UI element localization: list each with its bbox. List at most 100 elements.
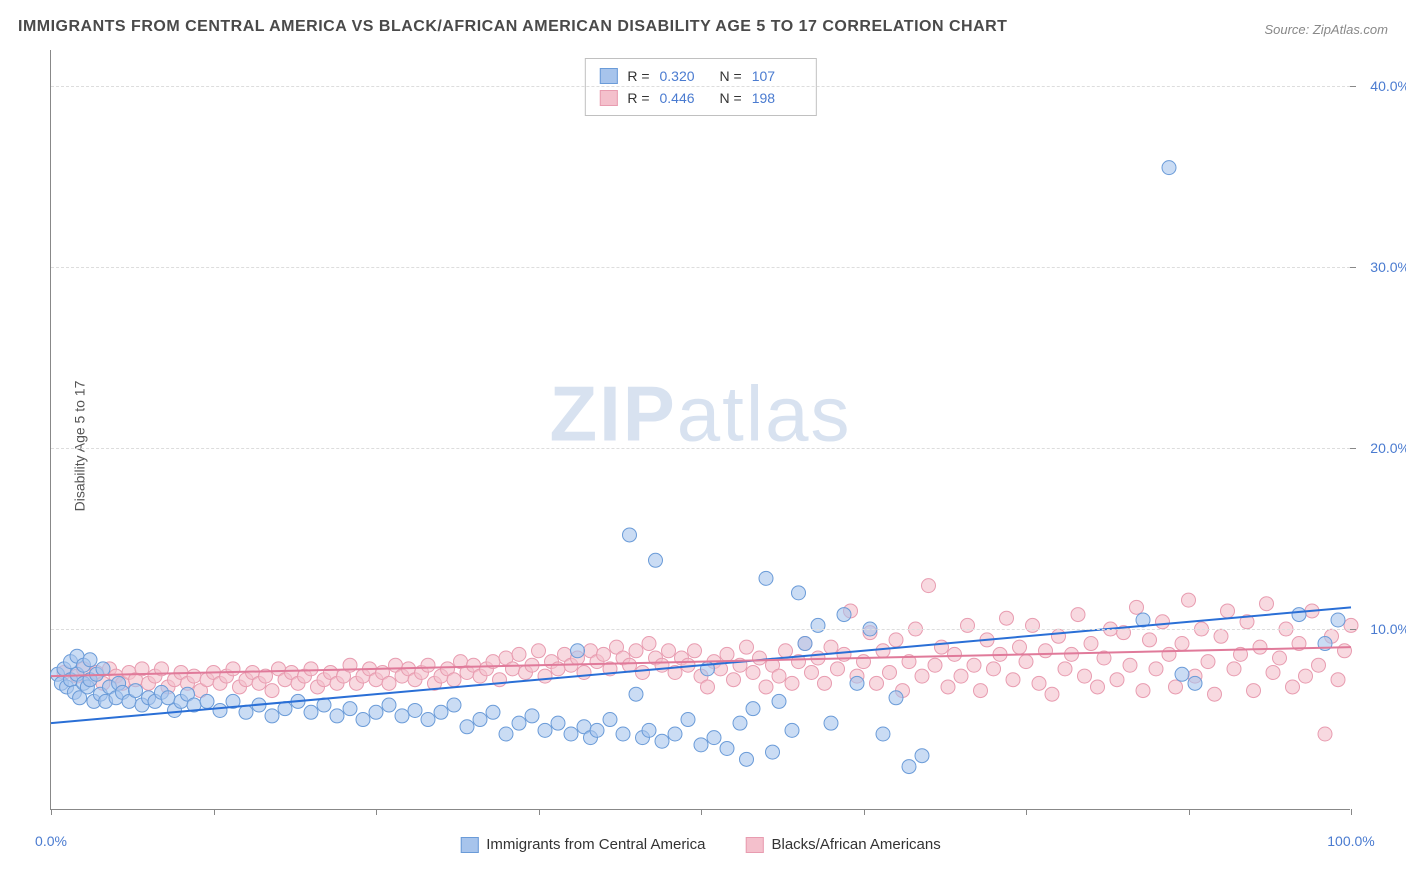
scatter-point bbox=[623, 528, 637, 542]
scatter-point bbox=[538, 723, 552, 737]
x-tick-label: 0.0% bbox=[35, 833, 67, 849]
scatter-point bbox=[83, 653, 97, 667]
scatter-point bbox=[759, 571, 773, 585]
x-tick-mark bbox=[864, 809, 865, 815]
scatter-point bbox=[928, 658, 942, 672]
scatter-point bbox=[876, 727, 890, 741]
scatter-point bbox=[655, 734, 669, 748]
scatter-point bbox=[818, 676, 832, 690]
scatter-point bbox=[382, 676, 396, 690]
scatter-point bbox=[512, 647, 526, 661]
scatter-point bbox=[616, 727, 630, 741]
y-tick-label: 30.0% bbox=[1370, 259, 1406, 275]
scatter-point bbox=[1221, 604, 1235, 618]
scatter-point bbox=[1286, 680, 1300, 694]
legend-item-s2: Blacks/African Americans bbox=[746, 836, 941, 853]
scatter-point bbox=[1299, 669, 1313, 683]
scatter-point bbox=[889, 633, 903, 647]
scatter-point bbox=[746, 702, 760, 716]
scatter-point bbox=[954, 669, 968, 683]
scatter-point bbox=[772, 694, 786, 708]
x-tick-mark bbox=[539, 809, 540, 815]
scatter-point bbox=[538, 669, 552, 683]
y-tick-mark bbox=[1350, 448, 1356, 449]
scatter-point bbox=[1045, 687, 1059, 701]
source-prefix: Source: bbox=[1264, 22, 1312, 37]
scatter-point bbox=[499, 727, 513, 741]
scatter-point bbox=[525, 709, 539, 723]
y-tick-mark bbox=[1350, 86, 1356, 87]
scatter-point bbox=[681, 713, 695, 727]
scatter-point bbox=[473, 713, 487, 727]
scatter-point bbox=[1227, 662, 1241, 676]
scatter-point bbox=[1091, 680, 1105, 694]
scatter-point bbox=[1338, 644, 1352, 658]
gridline bbox=[51, 86, 1350, 87]
scatter-point bbox=[577, 665, 591, 679]
x-tick-mark bbox=[214, 809, 215, 815]
scatter-point bbox=[408, 703, 422, 717]
scatter-point bbox=[1039, 644, 1053, 658]
scatter-point bbox=[486, 705, 500, 719]
scatter-point bbox=[1214, 629, 1228, 643]
scatter-point bbox=[1175, 667, 1189, 681]
scatter-point bbox=[642, 723, 656, 737]
scatter-point bbox=[1110, 673, 1124, 687]
scatter-point bbox=[850, 676, 864, 690]
scatter-point bbox=[740, 752, 754, 766]
scatter-point bbox=[1078, 669, 1092, 683]
scatter-point bbox=[532, 644, 546, 658]
y-tick-label: 20.0% bbox=[1370, 440, 1406, 456]
scatter-point bbox=[1123, 658, 1137, 672]
scatter-point bbox=[96, 662, 110, 676]
scatter-point bbox=[395, 709, 409, 723]
legend-item-s1: Immigrants from Central America bbox=[460, 836, 705, 853]
scatter-point bbox=[948, 647, 962, 661]
swatch-s2-bottom bbox=[746, 837, 764, 853]
scatter-point bbox=[1162, 647, 1176, 661]
scatter-point bbox=[597, 647, 611, 661]
scatter-point bbox=[603, 713, 617, 727]
scatter-point bbox=[343, 702, 357, 716]
scatter-point bbox=[636, 665, 650, 679]
gridline bbox=[51, 267, 1350, 268]
scatter-point bbox=[447, 698, 461, 712]
scatter-point bbox=[1208, 687, 1222, 701]
scatter-point bbox=[688, 644, 702, 658]
scatter-point bbox=[421, 713, 435, 727]
scatter-point bbox=[1201, 655, 1215, 669]
scatter-point bbox=[304, 662, 318, 676]
scatter-point bbox=[265, 684, 279, 698]
scatter-point bbox=[1013, 640, 1027, 654]
scatter-point bbox=[356, 713, 370, 727]
scatter-point bbox=[824, 716, 838, 730]
x-tick-mark bbox=[51, 809, 52, 815]
scatter-point bbox=[187, 669, 201, 683]
scatter-point bbox=[792, 586, 806, 600]
scatter-point bbox=[987, 662, 1001, 676]
scatter-point bbox=[694, 738, 708, 752]
scatter-point bbox=[701, 680, 715, 694]
scatter-point bbox=[824, 640, 838, 654]
scatter-point bbox=[330, 709, 344, 723]
scatter-point bbox=[759, 680, 773, 694]
scatter-point bbox=[766, 745, 780, 759]
scatter-point bbox=[1084, 637, 1098, 651]
scatter-point bbox=[941, 680, 955, 694]
scatter-point bbox=[239, 705, 253, 719]
legend-s2-label: Blacks/African Americans bbox=[772, 836, 941, 853]
scatter-point bbox=[798, 637, 812, 651]
scatter-point bbox=[382, 698, 396, 712]
scatter-point bbox=[1026, 618, 1040, 632]
scatter-point bbox=[649, 553, 663, 567]
scatter-point bbox=[1032, 676, 1046, 690]
scatter-point bbox=[1331, 673, 1345, 687]
scatter-point bbox=[265, 709, 279, 723]
scatter-point bbox=[447, 673, 461, 687]
scatter-point bbox=[129, 684, 143, 698]
scatter-point bbox=[727, 673, 741, 687]
scatter-point bbox=[1344, 618, 1358, 632]
x-tick-mark bbox=[701, 809, 702, 815]
scatter-point bbox=[883, 665, 897, 679]
scatter-point bbox=[1182, 593, 1196, 607]
